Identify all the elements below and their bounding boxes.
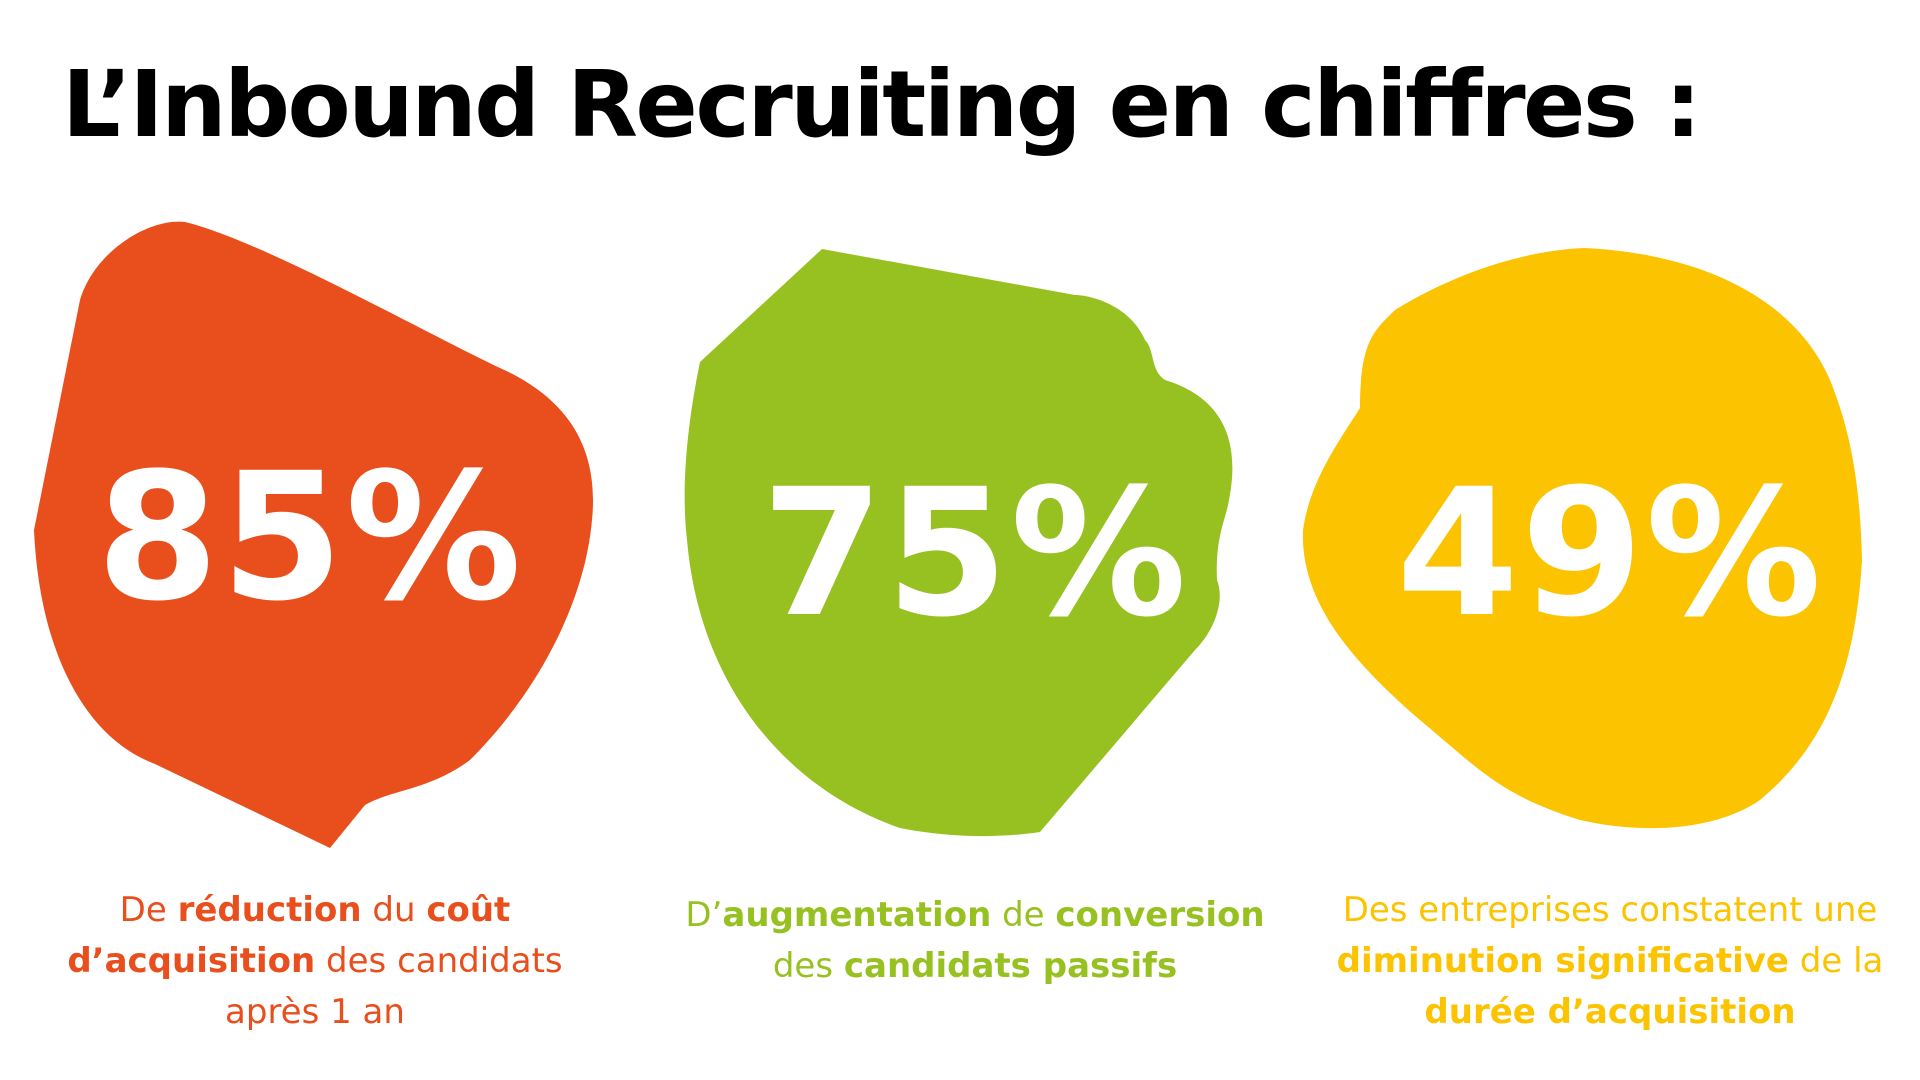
caption-emphasis: coût d’acquisition	[67, 890, 511, 981]
caption-text: des candidats après 1 an	[225, 941, 563, 1032]
caption-emphasis: diminution significative	[1336, 941, 1789, 981]
caption-text: de la	[1788, 941, 1884, 981]
caption-emphasis: augmentation	[722, 895, 992, 935]
stat-value-75: 75%	[761, 451, 1189, 656]
caption-text: De	[119, 890, 178, 930]
page-title: L’Inbound Recruiting en chiffres :	[62, 51, 1702, 158]
stat-value-49: 49%	[1396, 451, 1824, 656]
caption-text: du	[361, 890, 427, 930]
caption-text: Des entreprises constatent une	[1342, 890, 1878, 930]
caption-text: D’	[685, 895, 723, 935]
caption-cost-reduction: De réduction du coût d’acquisition des c…	[15, 885, 615, 1038]
caption-text: des	[772, 946, 844, 986]
caption-emphasis: durée d’acquisition	[1424, 992, 1796, 1032]
caption-conversion: D’augmentation de conversion des candida…	[675, 890, 1275, 992]
caption-acquisition-time: Des entreprises constatent une diminutio…	[1300, 885, 1920, 1038]
caption-emphasis: candidats passifs	[843, 946, 1178, 986]
caption-emphasis: réduction	[177, 890, 362, 930]
caption-emphasis: conversion	[1055, 895, 1265, 935]
caption-text: de	[991, 895, 1056, 935]
stat-value-85: 85%	[96, 435, 524, 640]
